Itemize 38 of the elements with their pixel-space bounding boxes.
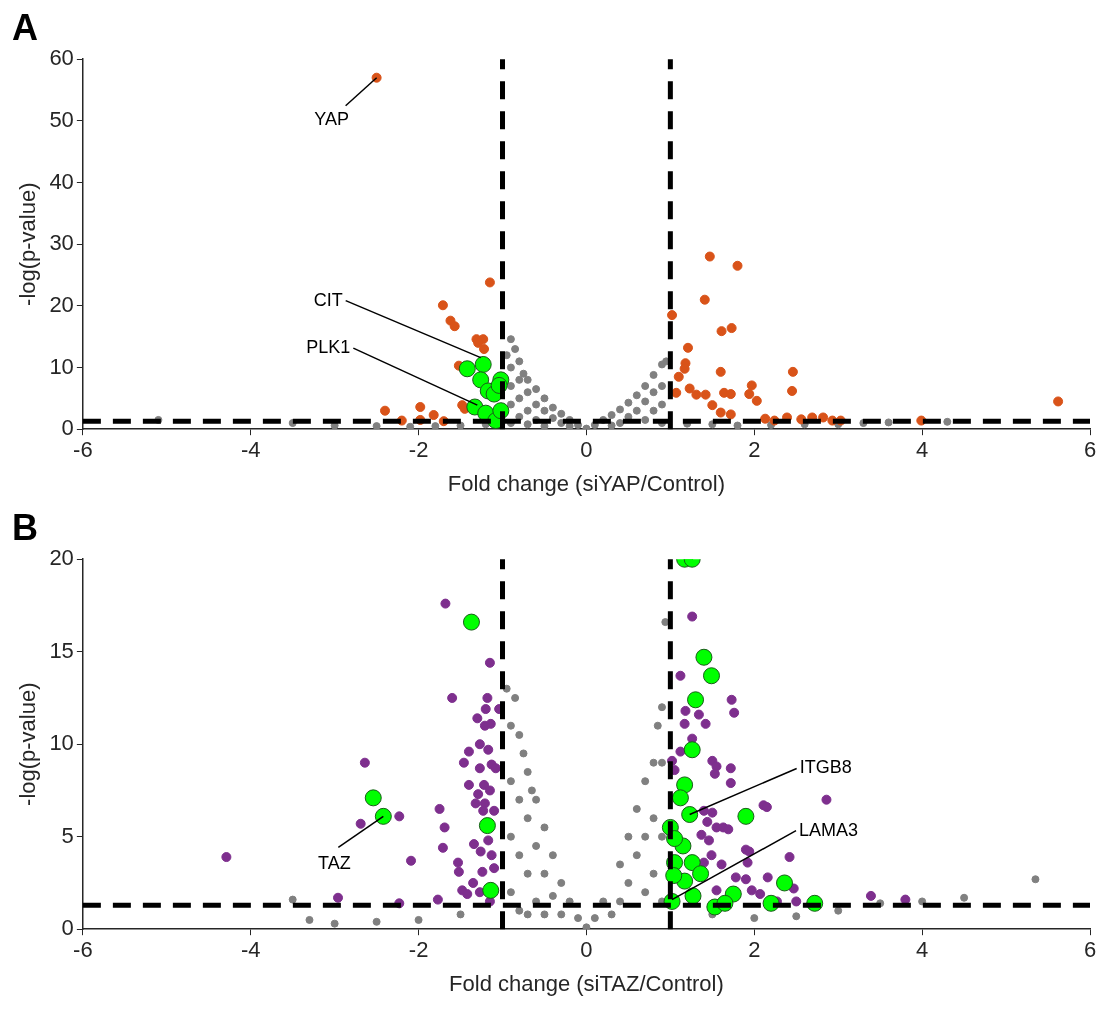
annotation: TAZ bbox=[317, 853, 351, 874]
y-tick-label: 10 bbox=[49, 353, 74, 379]
x-tick-label: 6 bbox=[1083, 937, 1097, 963]
annotation: YAP bbox=[314, 108, 349, 129]
y-tick-label: 10 bbox=[49, 730, 74, 756]
x-axis-title: Fold change (siYAP/Control) bbox=[447, 470, 726, 496]
y-tick-label: 50 bbox=[49, 106, 74, 132]
x-tick-label: -2 bbox=[408, 937, 429, 963]
chart-title: A bbox=[12, 6, 38, 48]
y-tick-label: 15 bbox=[49, 637, 74, 663]
y-tick-label: 0 bbox=[61, 915, 74, 941]
x-axis-title: Fold change (siTAZ/Control) bbox=[449, 970, 724, 996]
y-tick-label: 0 bbox=[61, 415, 74, 441]
chart-title: B bbox=[12, 506, 38, 548]
x-tick-label: -6 bbox=[73, 937, 93, 963]
annotation: PLK1 bbox=[306, 337, 351, 358]
annotation: LAMA3 bbox=[799, 819, 859, 840]
x-tick-label: 6 bbox=[1083, 437, 1097, 463]
y-tick-label: 20 bbox=[49, 291, 74, 317]
y-tick-label: 40 bbox=[49, 168, 74, 194]
annotation: CIT bbox=[313, 289, 343, 310]
y-tick-label: 60 bbox=[49, 45, 74, 71]
x-tick-label: 2 bbox=[748, 937, 761, 963]
x-tick-label: 0 bbox=[580, 437, 593, 463]
x-tick-label: 4 bbox=[916, 437, 929, 463]
x-tick-label: -6 bbox=[73, 437, 93, 463]
annotation: ITGB8 bbox=[799, 757, 852, 778]
y-tick-label: 20 bbox=[49, 545, 74, 571]
y-axis-title: -log(p-value) bbox=[15, 182, 41, 306]
x-tick-label: 2 bbox=[748, 437, 761, 463]
x-tick-label: 4 bbox=[916, 937, 929, 963]
x-tick-label: -4 bbox=[240, 437, 261, 463]
y-tick-label: 5 bbox=[61, 822, 74, 848]
y-tick-label: 30 bbox=[49, 230, 74, 256]
x-tick-label: 0 bbox=[580, 937, 593, 963]
y-axis-title: -log(p-value) bbox=[15, 682, 41, 806]
x-tick-label: -2 bbox=[408, 437, 429, 463]
x-tick-label: -4 bbox=[240, 937, 261, 963]
